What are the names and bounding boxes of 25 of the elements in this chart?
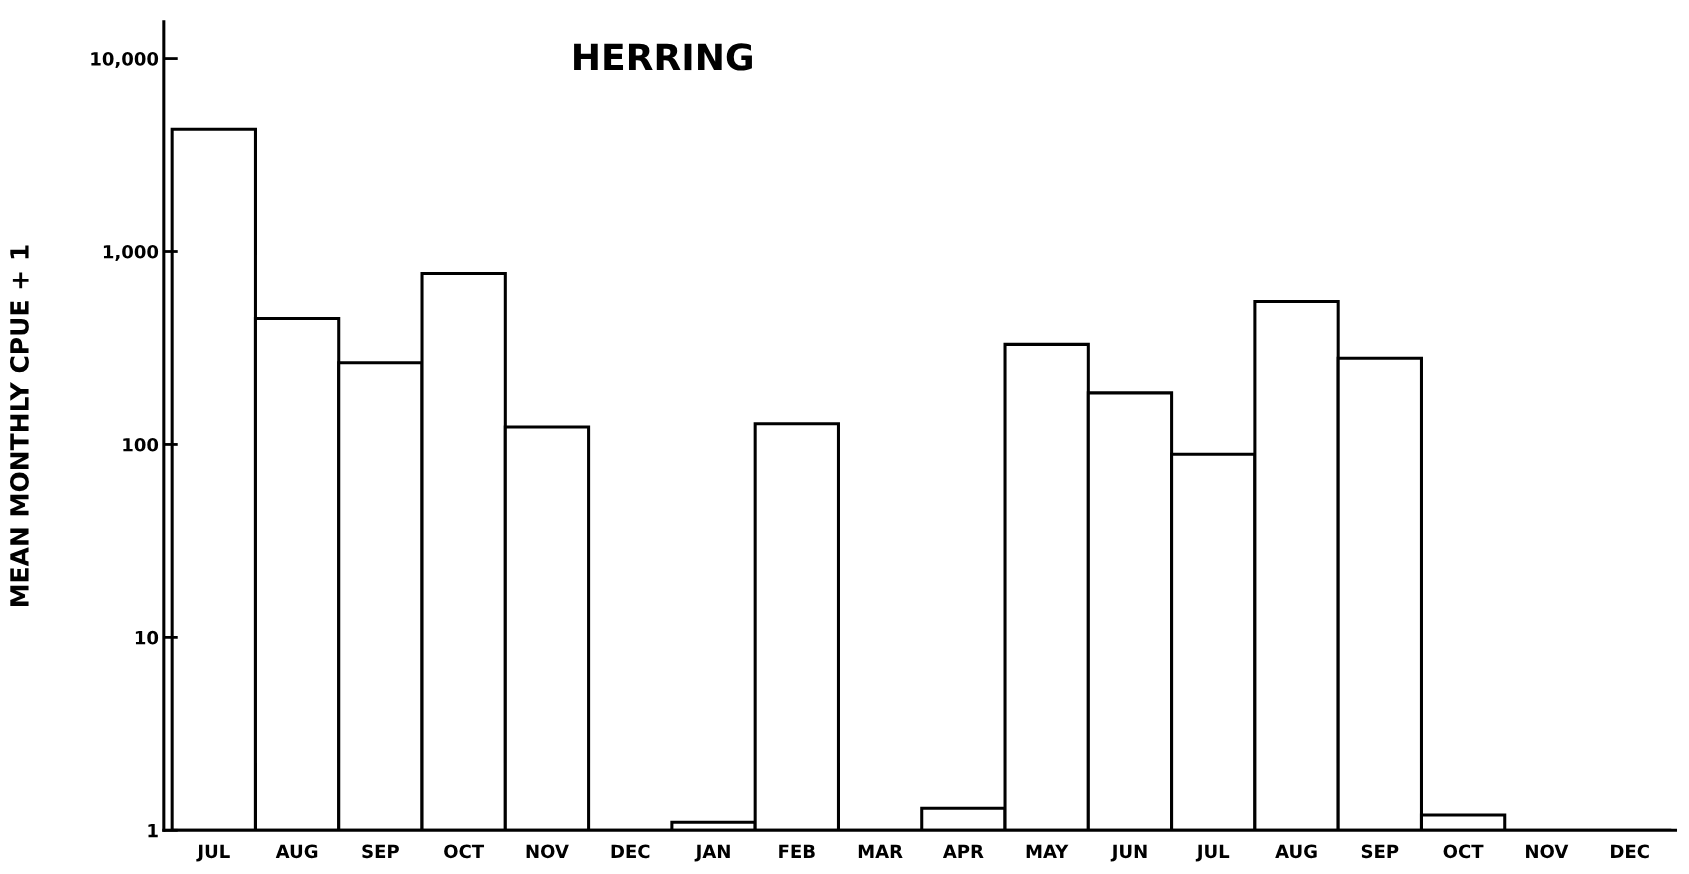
x-tick-label: OCT <box>1443 844 1484 859</box>
y-tick-label: 100 <box>123 437 159 452</box>
x-tick-label: AUG <box>275 844 318 859</box>
x-tick-label: JUL <box>1195 844 1230 862</box>
x-tick-label: JAN <box>694 844 730 862</box>
x-tick-label: SEP <box>1361 844 1399 859</box>
y-tick-label: 1,000 <box>103 244 159 261</box>
x-tick-label: MAY <box>1026 844 1069 858</box>
x-tick-label: OCT <box>444 844 485 859</box>
x-tick-label: AUG <box>1275 844 1317 859</box>
chart-title: HERRING <box>574 43 752 71</box>
y-axis-title: MEAN MONTHLY CPUE + 1 <box>9 245 29 607</box>
x-tick-label: DEC <box>611 844 650 859</box>
x-tick-label: NOV <box>526 844 569 859</box>
x-tick-label: NOV <box>1526 844 1569 859</box>
x-tick-label: JUL <box>196 844 230 862</box>
x-tick-label: SEP <box>362 844 399 859</box>
x-tick-label: MAR <box>858 844 903 858</box>
y-tick-label: 10 <box>135 630 159 645</box>
y-tick-label: 1 <box>148 824 158 838</box>
x-tick-label: JUN <box>1110 844 1147 862</box>
y-tick-label: 10,000 <box>91 52 159 68</box>
x-tick-label: FEB <box>779 844 815 858</box>
x-tick-label: DEC <box>1611 844 1649 859</box>
x-tick-label: APR <box>942 844 984 858</box>
